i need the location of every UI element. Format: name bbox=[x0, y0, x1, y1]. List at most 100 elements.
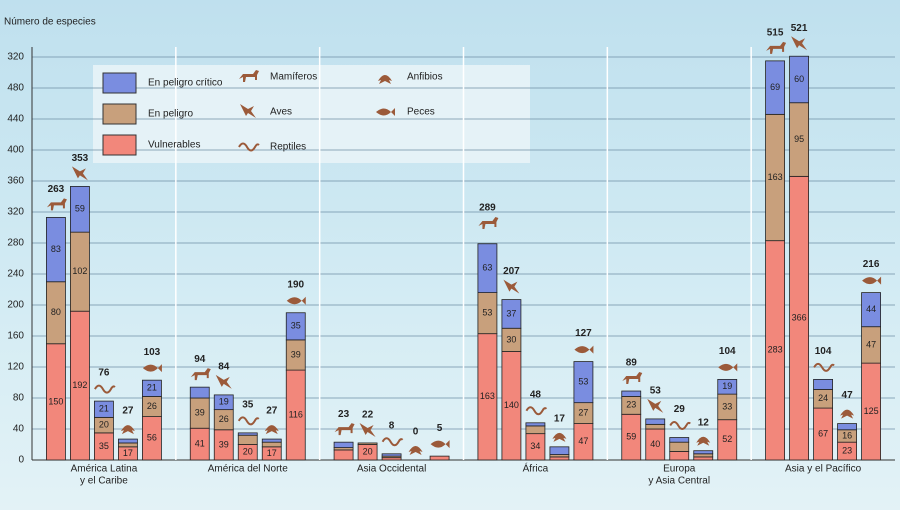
segment-label: 69 bbox=[770, 82, 780, 92]
bar-segment bbox=[525, 422, 546, 427]
segment-label: 283 bbox=[768, 345, 783, 355]
segment-label: 53 bbox=[578, 376, 588, 386]
icon-mammal bbox=[190, 368, 211, 381]
bar-segment bbox=[46, 217, 66, 283]
icon-fish bbox=[718, 363, 738, 372]
segment-label: 34 bbox=[530, 441, 540, 451]
total-label: 190 bbox=[287, 279, 304, 290]
y-tick-label: 80 bbox=[13, 393, 25, 404]
icon-fish bbox=[862, 276, 882, 285]
total-label: 5 bbox=[437, 423, 443, 434]
icon-fish bbox=[574, 345, 594, 354]
total-label: 53 bbox=[650, 386, 662, 397]
segment-label: 17 bbox=[123, 448, 133, 458]
total-label: 76 bbox=[98, 368, 110, 379]
legend-swatch bbox=[102, 72, 137, 94]
segment-label: 21 bbox=[99, 404, 109, 414]
segment-label: 44 bbox=[866, 304, 876, 314]
total-label: 353 bbox=[72, 153, 89, 164]
bar-segment bbox=[357, 442, 378, 445]
bar-segment bbox=[693, 453, 714, 458]
bar-segment bbox=[789, 55, 809, 104]
segment-label: 40 bbox=[650, 439, 660, 449]
icon-bird bbox=[71, 166, 88, 181]
y-tick-label: 320 bbox=[7, 52, 24, 63]
bar-segment bbox=[237, 434, 258, 445]
bar-segment bbox=[621, 390, 642, 397]
icon-fish bbox=[286, 296, 306, 305]
total-label: 47 bbox=[842, 390, 854, 401]
segment-label: 35 bbox=[291, 321, 301, 331]
icon-mammal bbox=[622, 372, 643, 385]
legend-label: En peligro crítico bbox=[148, 78, 223, 89]
icon-bird bbox=[503, 279, 520, 294]
icon-mammal bbox=[766, 41, 787, 54]
total-label: 94 bbox=[194, 354, 206, 365]
icon-reptile bbox=[669, 421, 691, 431]
bar-segment bbox=[501, 299, 522, 329]
segment-label: 366 bbox=[792, 313, 807, 323]
bar-segment bbox=[477, 243, 498, 293]
icon-amphibian bbox=[552, 432, 567, 442]
bar-segment bbox=[237, 432, 258, 436]
total-label: 22 bbox=[362, 410, 374, 421]
bar-segment bbox=[669, 441, 690, 452]
icon-amphibian bbox=[696, 436, 711, 446]
segment-label: 125 bbox=[864, 406, 879, 416]
bar-segment bbox=[70, 186, 90, 233]
segment-label: 95 bbox=[794, 134, 804, 144]
bar-segment bbox=[142, 379, 162, 397]
bar-segment bbox=[118, 438, 138, 444]
x-tick-label: América Latina bbox=[71, 464, 138, 475]
total-label: 521 bbox=[791, 23, 808, 34]
segment-label: 26 bbox=[219, 414, 229, 424]
x-tick-label: Asia y el Pacífico bbox=[785, 464, 862, 475]
bar-segment bbox=[261, 438, 282, 443]
y-tick-label: 240 bbox=[7, 269, 24, 280]
total-label: 8 bbox=[389, 420, 395, 431]
y-tick-label: 160 bbox=[7, 331, 24, 342]
segment-label: 41 bbox=[195, 438, 205, 448]
total-label: 84 bbox=[218, 362, 230, 373]
segment-label: 116 bbox=[289, 409, 303, 419]
segment-label: 16 bbox=[842, 430, 852, 440]
segment-label: 20 bbox=[363, 447, 373, 457]
bar-segment bbox=[381, 453, 402, 457]
legend-box bbox=[93, 65, 530, 163]
total-label: 104 bbox=[719, 346, 736, 357]
total-label: 104 bbox=[815, 346, 832, 357]
segment-label: 39 bbox=[219, 439, 229, 449]
segment-label: 27 bbox=[578, 407, 588, 417]
segment-label: 192 bbox=[72, 380, 87, 390]
y-axis-title: Número de especies bbox=[4, 17, 96, 28]
segment-label: 39 bbox=[291, 349, 301, 359]
total-label: 263 bbox=[48, 184, 65, 195]
icon-bird bbox=[240, 104, 256, 118]
total-label: 103 bbox=[144, 347, 161, 358]
segment-label: 163 bbox=[480, 391, 495, 401]
y-tick-label: 480 bbox=[7, 83, 24, 94]
x-tick-label: y Asia Central bbox=[648, 476, 710, 487]
icon-reptile bbox=[237, 416, 260, 426]
segment-label: 20 bbox=[99, 420, 109, 430]
y-tick-label: 280 bbox=[7, 238, 24, 249]
y-tick-label: 440 bbox=[7, 114, 24, 125]
legend-group-label: Anfibios bbox=[407, 72, 443, 83]
icon-fish bbox=[376, 108, 395, 116]
segment-label: 60 bbox=[794, 74, 804, 84]
segment-label: 47 bbox=[578, 436, 588, 446]
segment-label: 26 bbox=[147, 401, 157, 411]
segment-label: 20 bbox=[243, 447, 253, 457]
segment-label: 52 bbox=[722, 434, 732, 444]
icon-reptile bbox=[381, 437, 404, 447]
bar-segment bbox=[333, 441, 354, 448]
bar-segment bbox=[669, 451, 690, 461]
segment-label: 30 bbox=[506, 334, 516, 344]
bar-segment bbox=[333, 449, 354, 461]
segment-label: 163 bbox=[768, 172, 783, 182]
segment-label: 140 bbox=[504, 400, 519, 410]
y-tick-label: 40 bbox=[13, 424, 25, 435]
bar-segment bbox=[261, 441, 282, 448]
y-tick-label: 0 bbox=[18, 455, 24, 466]
bar-segment bbox=[693, 450, 714, 455]
